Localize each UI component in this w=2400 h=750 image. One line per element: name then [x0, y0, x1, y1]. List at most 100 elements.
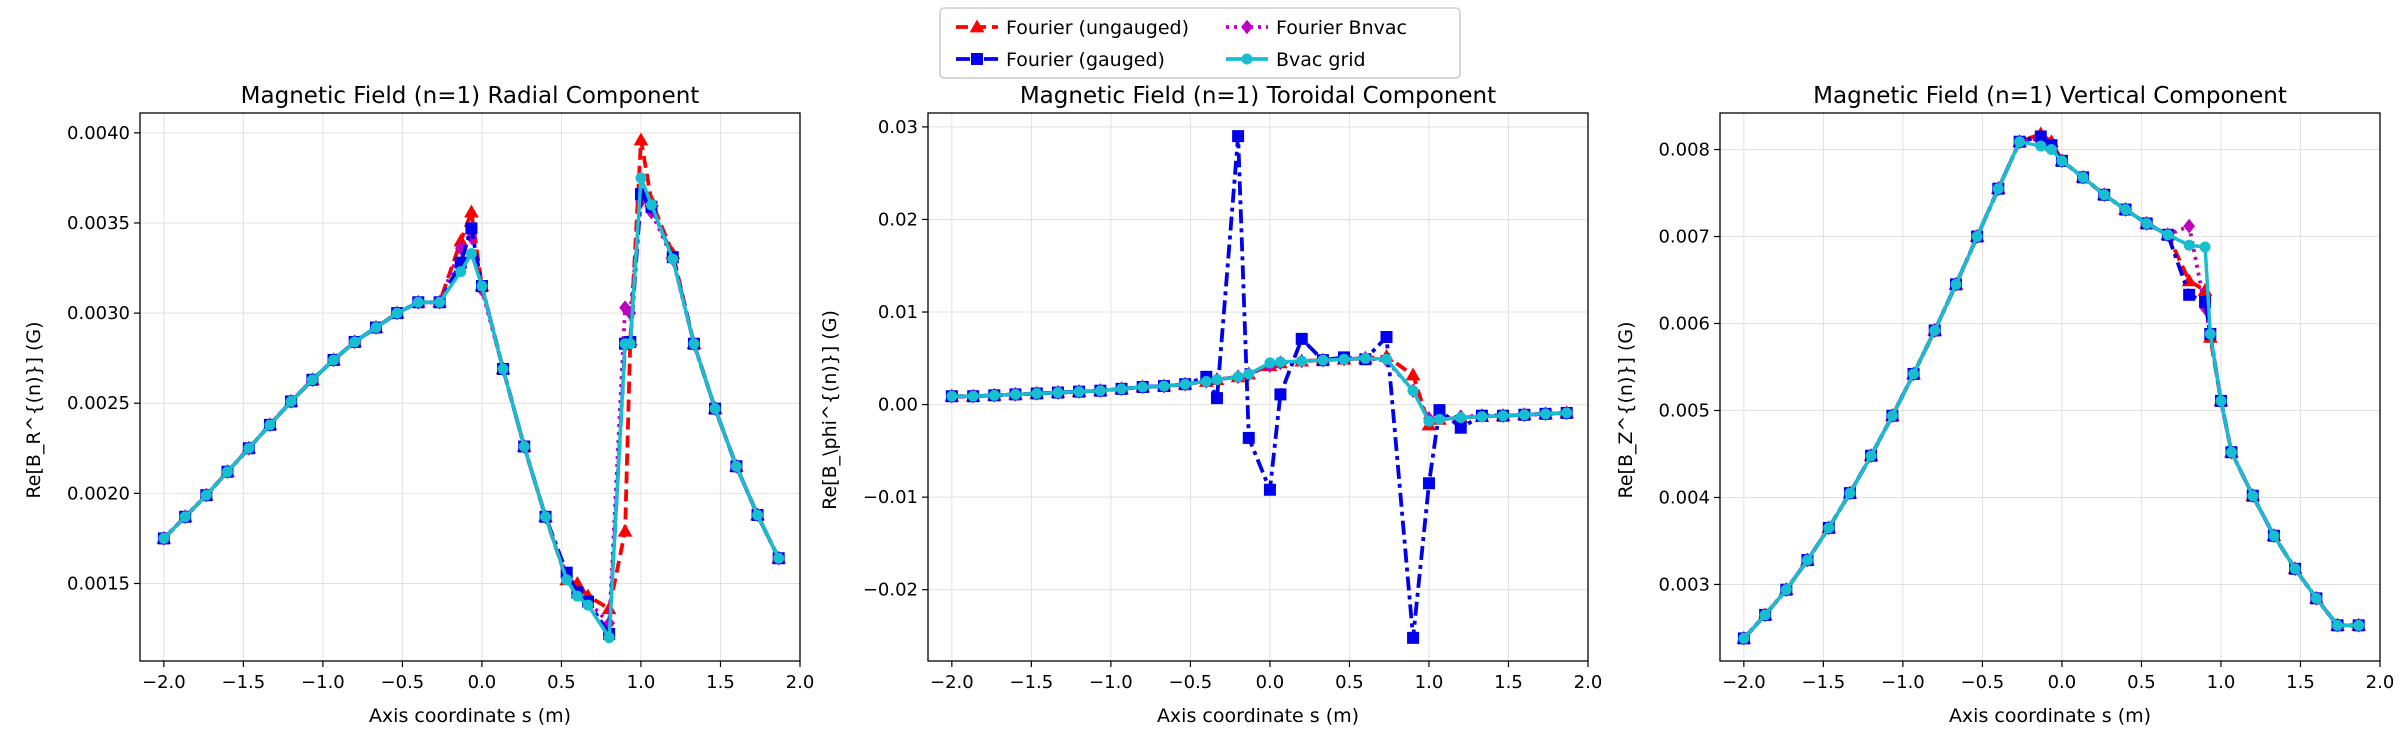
data-point	[2120, 204, 2132, 216]
data-point	[1407, 385, 1419, 397]
data-point	[1886, 410, 1898, 422]
data-point	[946, 390, 958, 402]
data-point	[617, 523, 633, 537]
data-point	[1405, 367, 1421, 381]
y-tick-label: −0.01	[863, 487, 918, 508]
data-point	[476, 280, 488, 292]
data-point	[465, 222, 478, 235]
x-tick-label: 0.5	[2127, 672, 2156, 693]
data-point	[709, 403, 721, 415]
x-tick-label: −1.0	[301, 672, 345, 693]
data-point	[624, 338, 636, 350]
data-point	[1992, 183, 2004, 195]
data-point	[1865, 450, 1877, 462]
data-point	[619, 300, 631, 315]
data-point	[1317, 354, 1329, 366]
data-point	[306, 374, 318, 386]
y-tick-label: 0.0015	[67, 573, 130, 594]
data-point	[2014, 136, 2026, 148]
data-point	[179, 511, 191, 523]
data-point	[243, 442, 255, 454]
data-point	[1137, 381, 1149, 393]
y-tick-label: 0.0025	[67, 393, 130, 414]
data-point	[2204, 328, 2216, 340]
data-point	[1381, 353, 1393, 365]
panel-title-radial: Magnetic Field (n=1) Radial Component	[241, 83, 700, 109]
legend-sample	[1226, 19, 1268, 35]
data-point	[1009, 388, 1021, 400]
data-point	[2199, 295, 2212, 308]
x-tick-label: 0.0	[1256, 672, 1285, 693]
data-point	[1823, 522, 1835, 534]
x-tick-label: −1.5	[1010, 672, 1054, 693]
data-point	[1407, 631, 1420, 644]
data-point	[2098, 189, 2110, 201]
data-point	[2247, 490, 2259, 502]
data-point	[1422, 477, 1435, 490]
data-point	[2215, 395, 2227, 407]
data-point	[730, 460, 742, 472]
data-point	[1274, 356, 1286, 368]
data-point	[1211, 374, 1223, 386]
data-point	[582, 599, 594, 611]
data-point	[1179, 378, 1191, 390]
legend-marker	[1241, 53, 1253, 65]
data-point	[635, 172, 647, 184]
data-point	[1971, 231, 1983, 243]
data-point	[2332, 619, 2344, 631]
series-line	[162, 176, 781, 640]
x-tick-label: −1.5	[1802, 672, 1846, 693]
data-point	[1561, 407, 1573, 419]
data-point	[2077, 171, 2089, 183]
data-point	[1264, 357, 1276, 369]
y-tick-label: 0.01	[878, 302, 918, 323]
legend-entry-fourier-ungauged: Fourier (ungauged)	[956, 17, 1189, 39]
data-point	[328, 354, 340, 366]
data-point	[2045, 144, 2057, 156]
data-point	[1338, 353, 1350, 365]
y-tick-label: 0.005	[1658, 400, 1710, 421]
data-point	[645, 199, 657, 211]
legend-sample	[956, 19, 998, 33]
x-axis-label-radial: Axis coordinate s (m)	[369, 705, 571, 727]
data-point	[1052, 387, 1064, 399]
x-tick-label: −0.5	[1169, 672, 1213, 693]
data-point	[2035, 140, 2047, 152]
data-point	[2268, 530, 2280, 542]
y-tick-label: 0.004	[1658, 487, 1710, 508]
y-tick-label: 0.0020	[67, 483, 130, 504]
x-tick-label: 1.0	[2207, 672, 2236, 693]
data-point	[221, 466, 233, 478]
data-point	[1455, 412, 1467, 424]
data-point	[349, 336, 361, 348]
legend-label: Bvac grid	[1276, 49, 1366, 71]
legend-sample	[956, 53, 998, 65]
data-point	[264, 419, 276, 431]
panel-title-vertical: Magnetic Field (n=1) Vertical Component	[1813, 83, 2287, 109]
legend-sample	[1226, 53, 1268, 65]
data-point	[988, 389, 1000, 401]
y-tick-label: 0.02	[878, 209, 918, 230]
plot-area-radial: −2.0 −1.5 −1.0 −0.5 0.0 0.5 1.0 1.5 2.0 0.0015 0.0…	[67, 112, 814, 693]
data-point	[2162, 229, 2174, 241]
legend-frame	[939, 7, 1461, 79]
x-tick-label: −1.5	[222, 672, 266, 693]
panel-radial: Magnetic Field (n=1) Radial Component Ax…	[23, 83, 814, 727]
x-axis-label-vertical: Axis coordinate s (m)	[1949, 705, 2151, 727]
data-point	[1518, 409, 1530, 421]
x-tick-label: −2.0	[1722, 672, 1766, 693]
data-point	[2289, 563, 2301, 575]
y-tick-label: 0.007	[1658, 227, 1710, 248]
data-point	[1801, 554, 1813, 566]
data-point	[1908, 368, 1920, 380]
data-point	[688, 338, 700, 350]
y-axis-label-toroidal: Re[B_\phi^{(n)}] (G)	[819, 310, 841, 510]
x-tick-label: 1.0	[627, 672, 656, 693]
data-point	[603, 632, 615, 644]
data-point	[285, 395, 297, 407]
y-axis-label-radial: Re[B_R^{(n)}] (G)	[23, 321, 45, 498]
data-point	[2183, 288, 2196, 301]
data-point	[1359, 352, 1371, 364]
x-tick-label: 2.0	[1574, 672, 1603, 693]
